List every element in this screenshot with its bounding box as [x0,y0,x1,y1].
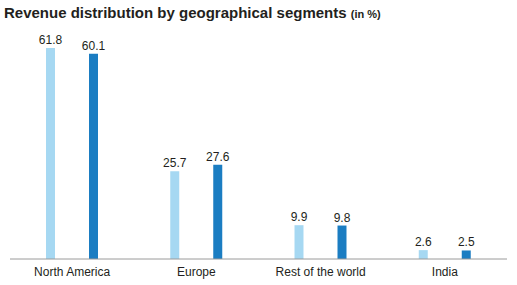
svg-text:9.9: 9.9 [291,210,308,224]
svg-text:2.5: 2.5 [458,235,475,249]
svg-text:2.6: 2.6 [415,235,432,249]
svg-text:India: India [432,265,458,279]
svg-text:25.7: 25.7 [163,156,187,170]
svg-text:61.8: 61.8 [39,33,63,47]
svg-text:60.1: 60.1 [82,39,106,53]
svg-text:9.8: 9.8 [334,211,351,225]
html-text:Revenue distribution by geogra: Revenue distribution by geographical seg… [4,4,381,21]
svg-text:27.6: 27.6 [206,150,230,164]
svg-text:Europe: Europe [177,265,216,279]
svg-text:North America: North America [34,265,110,279]
svg-text:Rest of the world: Rest of the world [276,265,366,279]
